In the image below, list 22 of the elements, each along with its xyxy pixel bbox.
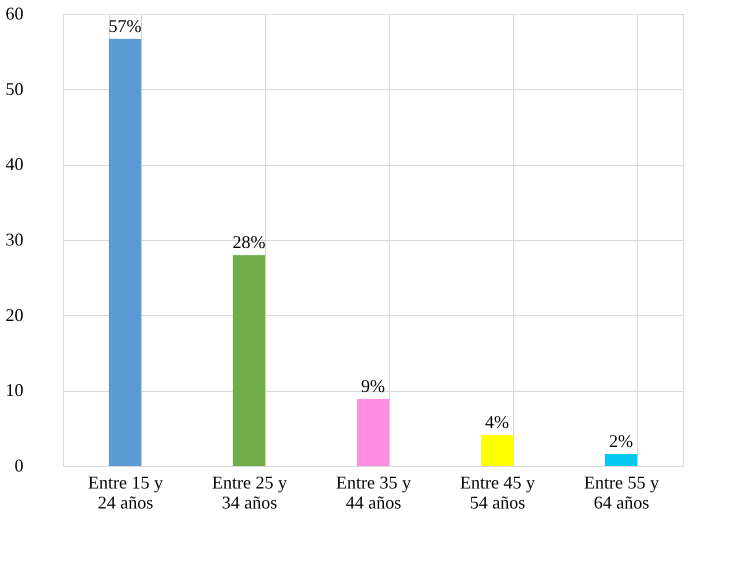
y-tick-label: 50	[6, 78, 24, 99]
bar	[604, 454, 638, 466]
x-tick-label: Entre 55 y 64 años	[584, 472, 659, 512]
bar	[108, 38, 142, 466]
data-label: 4%	[485, 412, 509, 432]
data-label: 28%	[232, 232, 266, 252]
y-tick-label: 20	[6, 304, 24, 325]
y-tick-label: 40	[6, 154, 24, 174]
x-tick-label: Entre 45 y 54 años	[460, 472, 535, 512]
bar	[480, 435, 514, 466]
x-tick-label: Entre 25 y 34 años	[212, 472, 287, 512]
data-label: 2%	[609, 430, 633, 451]
data-label: 57%	[108, 16, 142, 36]
bar	[356, 398, 390, 466]
x-tick-label: Entre 15 y 24 años	[88, 472, 163, 512]
bar	[232, 255, 266, 466]
y-tick-label: 60	[6, 4, 24, 24]
y-tick-label: 0	[14, 456, 24, 476]
data-label: 9%	[361, 376, 385, 396]
y-tick-label: 10	[6, 380, 24, 400]
y-tick-label: 30	[6, 230, 24, 250]
x-tick-label: Entre 35 y 44 años	[336, 472, 411, 512]
